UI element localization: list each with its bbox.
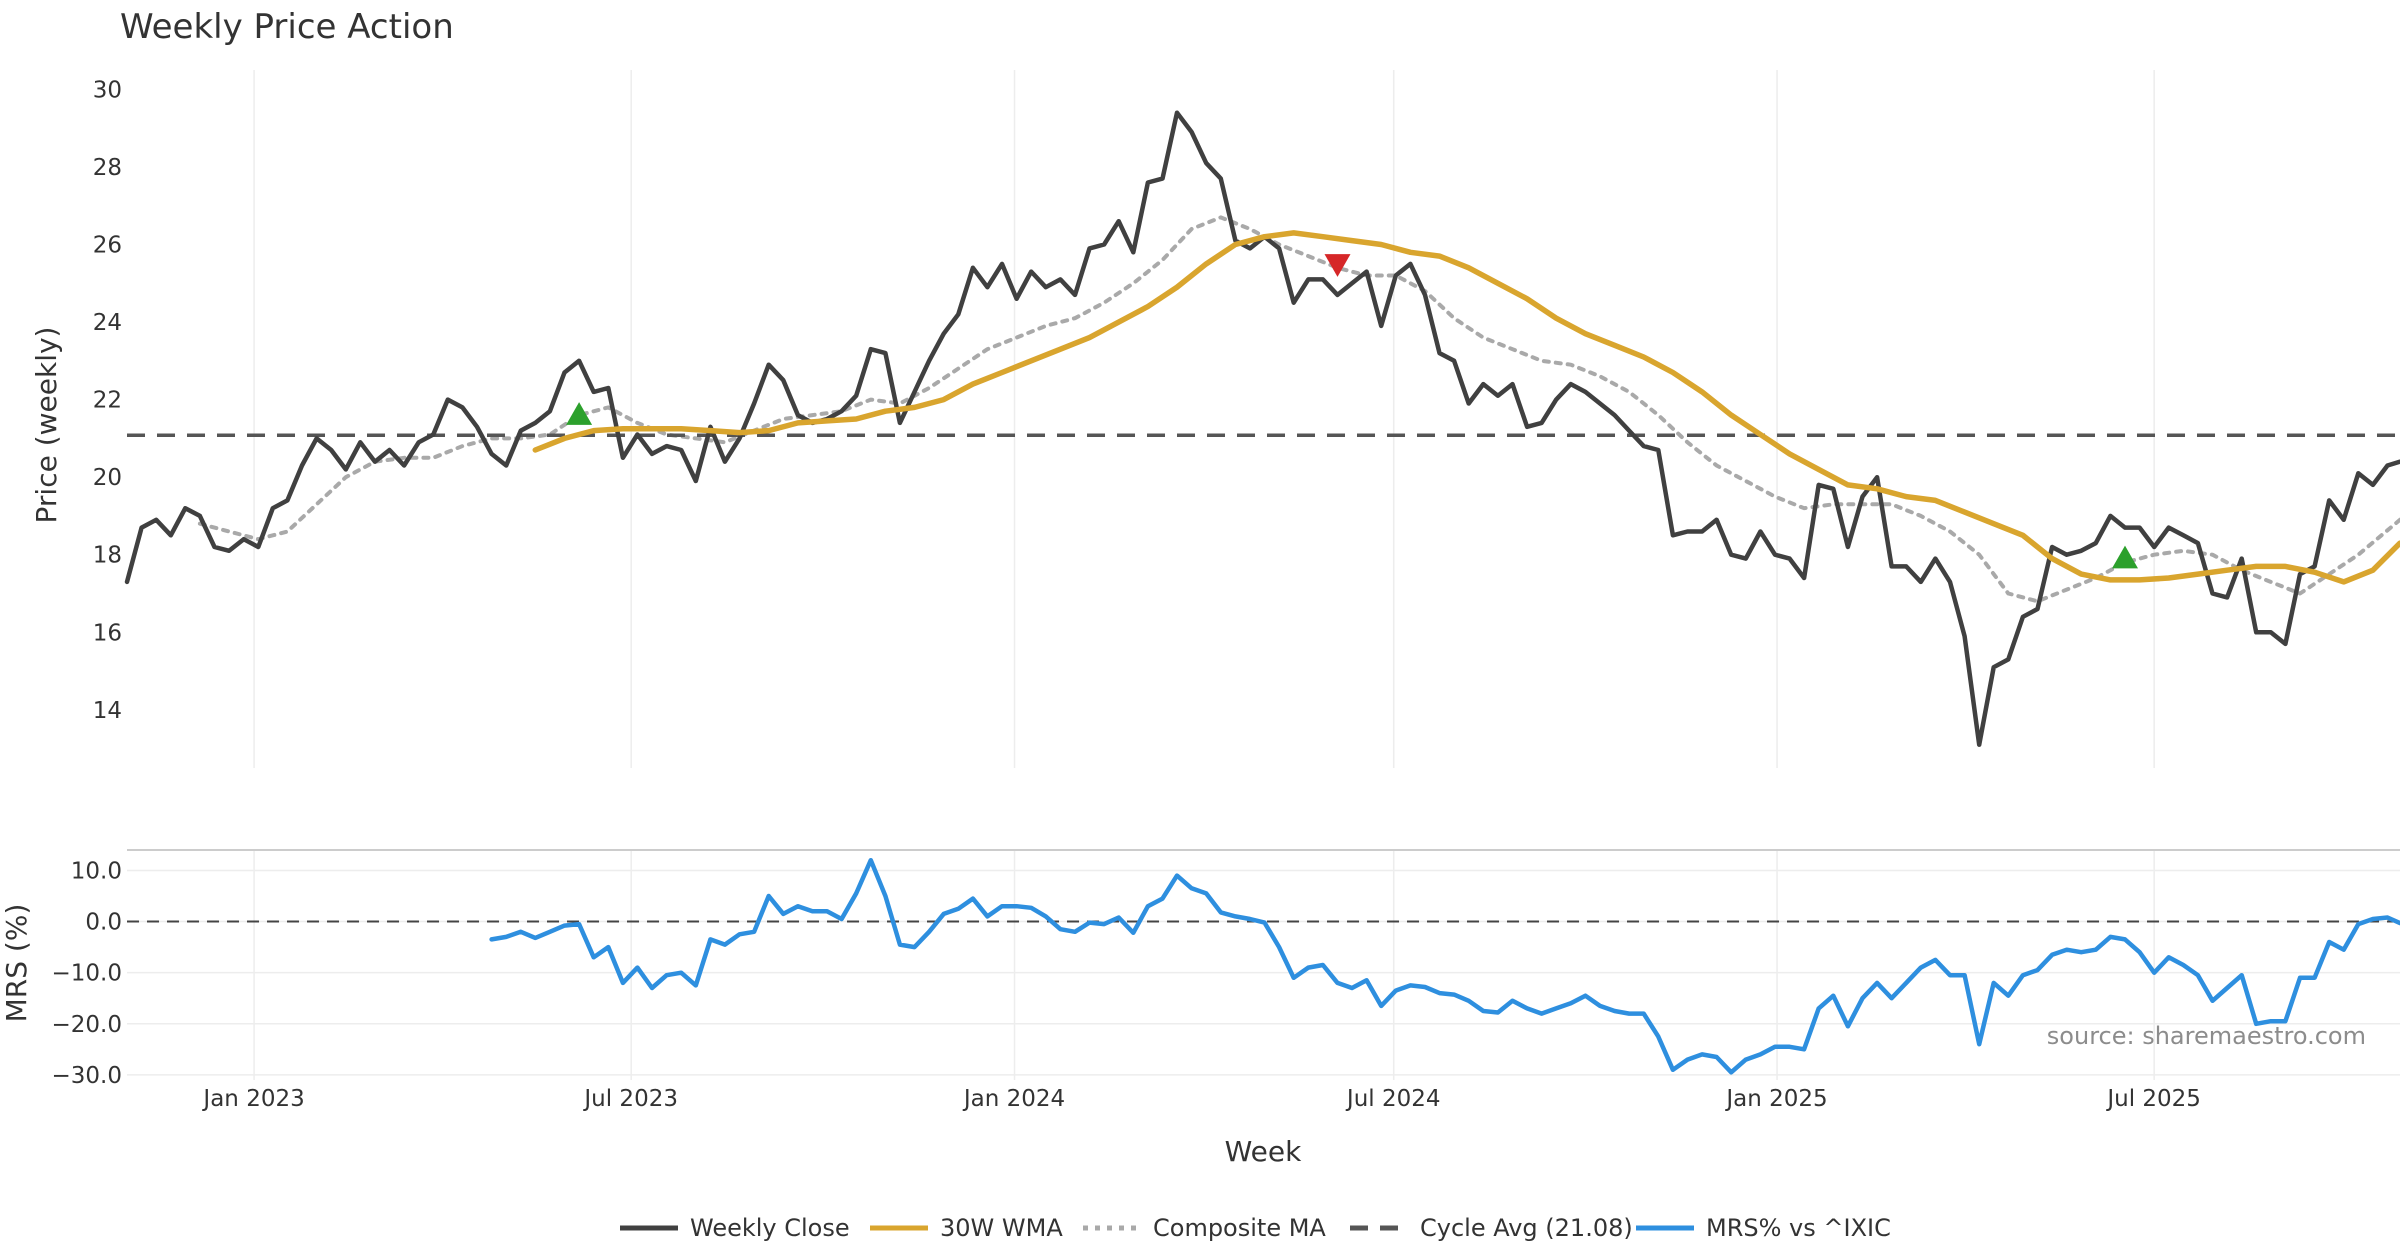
- legend-label-composite-ma: Composite MA: [1153, 1214, 1326, 1242]
- chart-title: Weekly Price Action: [120, 7, 454, 47]
- x-axis-title: Week: [1225, 1135, 1302, 1168]
- plot-layer: Jan 2023 Jul 2023 Jan 2024 Jul 2024 Jan 2025…: [52, 70, 2400, 1112]
- x-tick-label-jul-2023: Jul 2023: [582, 1086, 678, 1112]
- weekly-close-line: [124, 110, 2400, 747]
- price-y-tick-22: 22: [93, 388, 122, 414]
- price-y-tick-24: 24: [93, 310, 122, 336]
- mrs-y-tick-10-0: −10.0: [52, 961, 122, 987]
- mrs-y-tick-20-0: −20.0: [52, 1012, 122, 1038]
- legend-label-cycle-avg-21-08: Cycle Avg (21.08): [1420, 1214, 1633, 1242]
- mrs-axis-title: MRS (%): [0, 904, 33, 1023]
- price-y-tick-16: 16: [93, 620, 122, 646]
- source-annotation: source: sharemaestro.com: [2047, 1022, 2366, 1050]
- buy-signal-marker-1: [566, 402, 593, 425]
- buy-signal-marker-3: [2112, 545, 2138, 569]
- x-tick-label-jul-2024: Jul 2024: [1345, 1086, 1441, 1112]
- legend-label-30w-wma: 30W WMA: [940, 1214, 1063, 1242]
- mrs-line: [489, 857, 2400, 1075]
- price-y-tick-30: 30: [93, 77, 122, 103]
- mrs-y-tick-10-0: 10.0: [71, 858, 122, 884]
- legend-label-weekly-close: Weekly Close: [690, 1214, 850, 1242]
- price-y-tick-14: 14: [93, 698, 122, 724]
- legend: Weekly Close 30W WMA Composite MA Cycle Avg…: [620, 1214, 1891, 1242]
- price-y-tick-28: 28: [93, 155, 122, 181]
- x-tick-label-jan-2025: Jan 2025: [1724, 1086, 1827, 1112]
- wma-30w-line: [532, 230, 2400, 585]
- price-axis-title: Price (weekly): [30, 327, 63, 524]
- price-y-tick-18: 18: [93, 543, 122, 569]
- price-y-tick-26: 26: [93, 233, 122, 259]
- composite-ma-line: [197, 215, 2400, 604]
- legend-label-mrs-vs-ixic: MRS% vs ^IXIC: [1706, 1214, 1891, 1242]
- mrs-y-tick-30-0: −30.0: [52, 1063, 122, 1089]
- sell-signal-marker-2: [1324, 254, 1351, 277]
- price-y-tick-20: 20: [93, 465, 122, 491]
- x-tick-label-jan-2024: Jan 2024: [962, 1086, 1065, 1112]
- mrs-y-tick-0-0: 0.0: [85, 910, 122, 936]
- x-tick-label-jan-2023: Jan 2023: [201, 1086, 304, 1112]
- x-tick-label-jul-2025: Jul 2025: [2105, 1086, 2201, 1112]
